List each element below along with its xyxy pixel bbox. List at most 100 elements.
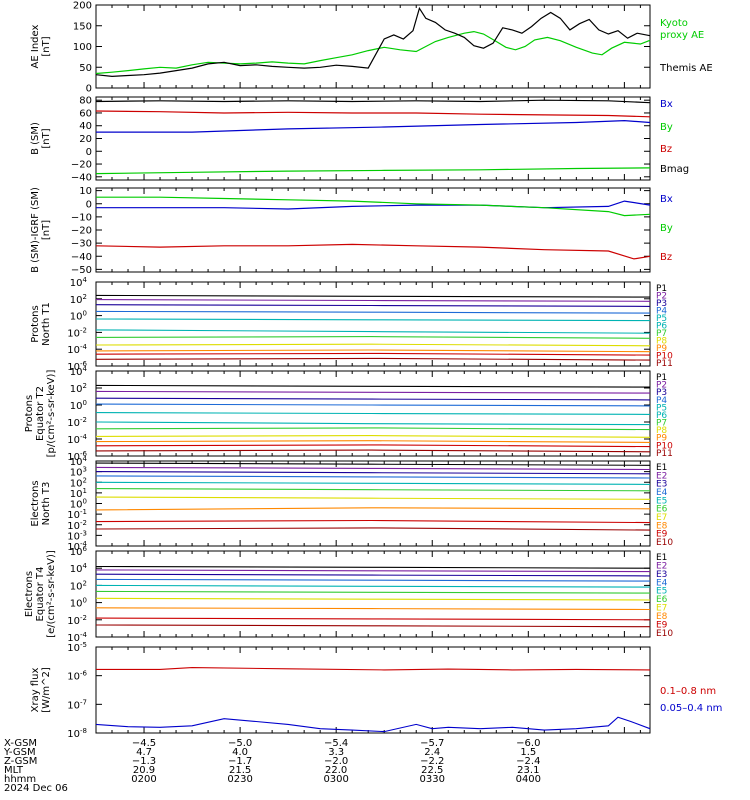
y-tick-label: −30 xyxy=(71,239,92,250)
legend-e3: E3 xyxy=(656,570,667,580)
y-tick-label: 10-8 xyxy=(67,727,87,740)
y-tick-label: 102 xyxy=(70,382,87,395)
legend-p7: P7 xyxy=(656,419,667,429)
footer-row-label: Y-GSM xyxy=(3,747,36,758)
series-e3 xyxy=(95,471,651,475)
panel-frame xyxy=(95,4,651,89)
footer-mlt-value: 23.1 xyxy=(517,765,539,776)
y-tick-label: 0 xyxy=(86,199,92,210)
y-tick-label: 106 xyxy=(70,545,88,558)
y-tick-label: 104 xyxy=(70,365,88,378)
footer-x-value: −5.7 xyxy=(420,738,444,749)
footer-time-value: 0200 xyxy=(131,774,156,785)
series-e9 xyxy=(95,519,651,524)
legend-e6: E6 xyxy=(656,505,668,515)
footer-y-value: 4.0 xyxy=(232,747,248,758)
legend-xray-short: 0.05–0.4 nm xyxy=(660,703,722,714)
series-bz xyxy=(95,110,651,118)
legend-e8: E8 xyxy=(656,612,668,622)
series-p6 xyxy=(95,421,651,426)
y-axis-label: Xray flux xyxy=(30,668,41,713)
legend-e9: E9 xyxy=(656,620,668,630)
footer-mlt-value: 21.5 xyxy=(229,765,251,776)
y-tick-label: 10-4 xyxy=(67,433,87,446)
series-p4 xyxy=(95,310,651,314)
legend-kyoto: proxy AE xyxy=(660,30,704,41)
y-axis-label: Electrons xyxy=(30,480,41,526)
footer-z-value: −2.4 xyxy=(516,756,540,767)
legend-kyoto: Kyoto xyxy=(660,18,688,29)
series-p11 xyxy=(95,449,651,453)
series-p7 xyxy=(95,427,651,431)
footer-y-value: 1.5 xyxy=(520,747,536,758)
footer-x-value: −6.0 xyxy=(516,738,540,749)
y-tick-label: 10 xyxy=(79,186,92,197)
series-p9 xyxy=(95,349,651,353)
legend-e5: E5 xyxy=(656,587,667,597)
legend-bx: Bx xyxy=(660,99,673,110)
series-0-05-0-4-nm xyxy=(95,716,651,733)
series-p2 xyxy=(95,299,651,302)
series-0-1-0-8-nm xyxy=(96,667,651,671)
legend-by: By xyxy=(660,122,673,133)
y-tick-label: 0 xyxy=(86,147,92,158)
series-p5 xyxy=(95,412,651,415)
panel-frame xyxy=(95,646,651,734)
footer-row-label: X-GSM xyxy=(4,738,37,749)
legend-p11: P11 xyxy=(656,359,673,369)
y-tick-label: 150 xyxy=(73,21,92,32)
series-e3 xyxy=(95,573,651,577)
legend-e1: E1 xyxy=(656,553,667,563)
footer-time-value: 0400 xyxy=(516,774,541,785)
series-p5 xyxy=(95,318,651,322)
legend-p2: P2 xyxy=(656,381,667,391)
footer-time-value: 0300 xyxy=(323,774,348,785)
legend-e10: E10 xyxy=(656,629,673,639)
legend-p3: P3 xyxy=(656,388,667,398)
y-tick-label: 10-4 xyxy=(67,343,87,356)
series-themis-ae xyxy=(95,6,651,78)
footer-mlt-value: 20.9 xyxy=(133,765,155,776)
legend-p6: P6 xyxy=(656,411,667,421)
y-axis-label: [p/(cm²-s-sr-keV)] xyxy=(46,370,57,458)
series-e10 xyxy=(95,624,651,628)
legend-p10: P10 xyxy=(656,441,673,451)
series-e4 xyxy=(95,578,651,582)
y-axis-label: [nT] xyxy=(41,220,52,240)
footer-row-label: 2024 Dec 06 xyxy=(4,783,68,794)
panel-frame xyxy=(95,281,651,367)
series-e9 xyxy=(95,617,651,621)
legend-p5: P5 xyxy=(656,403,667,413)
y-tick-label: −40 xyxy=(71,172,92,183)
legend-p3: P3 xyxy=(656,299,667,309)
footer-y-value: 4.7 xyxy=(136,747,152,758)
series-e6 xyxy=(95,488,651,492)
series-kyoto-proxy-ae xyxy=(95,30,651,75)
legend-p1: P1 xyxy=(656,284,667,294)
series-e8 xyxy=(95,507,651,511)
legend-e4: E4 xyxy=(656,578,668,588)
legend-xray-long: 0.1–0.8 nm xyxy=(660,686,716,697)
legend-e8: E8 xyxy=(656,521,668,531)
y-tick-label: 102 xyxy=(70,293,87,306)
footer-row-label: Z-GSM xyxy=(4,756,37,767)
legend-themis: Themis AE xyxy=(659,63,713,74)
y-tick-label: −20 xyxy=(71,160,92,171)
y-tick-label: 100 xyxy=(70,310,87,323)
footer-x-value: −4.5 xyxy=(132,738,156,749)
y-tick-label: 20 xyxy=(79,134,92,145)
y-axis-label: Equator T4 xyxy=(35,567,46,622)
legend-bz: Bz xyxy=(660,144,672,155)
legend-e9: E9 xyxy=(656,530,668,540)
legend-p10: P10 xyxy=(656,352,673,362)
legend-p4: P4 xyxy=(656,307,667,317)
legend-bx: Bx xyxy=(660,194,673,205)
legend-p7: P7 xyxy=(656,329,667,339)
series-e1 xyxy=(95,565,651,569)
legend-e6: E6 xyxy=(656,595,668,605)
y-tick-label: 10-5 xyxy=(67,641,87,654)
footer-y-value: 2.4 xyxy=(424,747,440,758)
